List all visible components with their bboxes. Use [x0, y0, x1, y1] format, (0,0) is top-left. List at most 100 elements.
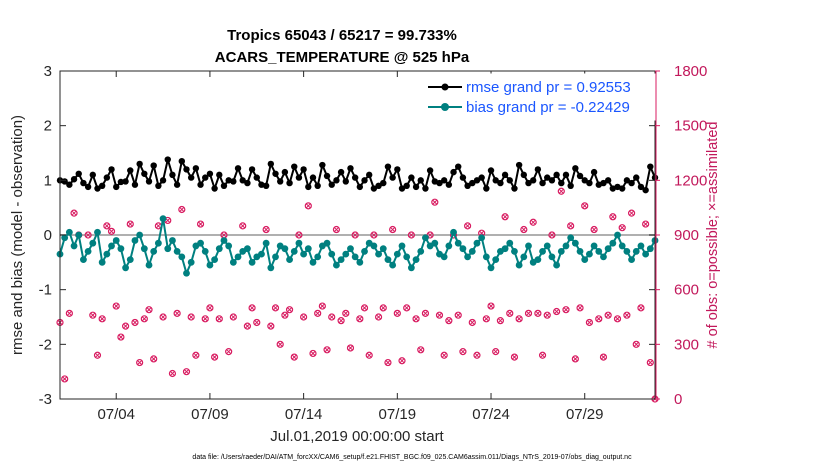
bias-point: [323, 239, 331, 247]
obs-possible-marker: [126, 220, 134, 228]
bias-point: [407, 264, 415, 272]
obs-assimilated-marker: [516, 316, 522, 322]
bias-point: [487, 264, 495, 272]
obs-possible-marker: [412, 315, 420, 323]
y-tick-label: -1: [39, 282, 52, 299]
rmse-point: [84, 183, 92, 191]
bias-point: [543, 242, 551, 250]
obs-assimilated-marker: [268, 323, 274, 329]
obs-assimilated-marker: [521, 226, 527, 233]
rmse-point: [525, 179, 532, 187]
bias-point: [618, 242, 626, 250]
rmse-point: [572, 165, 579, 172]
obs-assimilated-marker: [647, 360, 653, 366]
obs-assimilated-marker: [226, 349, 232, 355]
obs-possible-marker: [243, 322, 252, 330]
rmse-point: [544, 174, 551, 181]
bias-point: [590, 242, 598, 250]
rmse-point: [581, 177, 588, 184]
rmse-point: [426, 167, 434, 174]
obs-possible-marker: [374, 313, 383, 321]
obs-possible-marker: [239, 222, 247, 230]
bias-point: [557, 248, 565, 255]
rmse-point: [586, 179, 593, 187]
obs-possible-marker: [248, 304, 256, 312]
obs-possible-marker: [65, 309, 73, 317]
bias-point: [136, 231, 144, 239]
obs-assimilated-marker: [525, 310, 532, 316]
obs-possible-marker: [360, 304, 369, 312]
obs-possible-marker: [435, 311, 444, 319]
bias-point: [646, 245, 654, 253]
bias-point: [126, 256, 134, 263]
obs-assimilated-marker: [474, 352, 480, 358]
rmse-point: [520, 171, 528, 179]
obs-assimilated-marker: [333, 226, 339, 233]
obs-possible-marker: [229, 313, 237, 321]
rmse-point: [333, 177, 340, 184]
obs-possible-marker: [182, 368, 191, 376]
rmse-point: [633, 174, 640, 181]
bias-point: [108, 242, 115, 250]
rmse-point: [558, 179, 565, 187]
obs-assimilated-marker: [558, 188, 564, 194]
bias-point: [515, 261, 523, 269]
obs-assimilated-marker: [277, 341, 283, 347]
obs-assimilated-marker: [633, 341, 639, 347]
y-right-tick-label: 0: [674, 391, 682, 408]
bias-point: [187, 258, 195, 266]
obs-assimilated-marker: [614, 316, 621, 322]
obs-possible-marker: [581, 202, 589, 210]
obs-assimilated-marker: [427, 232, 433, 238]
obs-possible-marker: [520, 225, 528, 234]
rmse-point: [234, 165, 242, 172]
obs-assimilated-marker: [469, 319, 475, 326]
obs-possible-marker: [290, 353, 298, 361]
obs-possible-marker: [562, 306, 570, 314]
x-tick-label: 07/19: [379, 406, 417, 423]
rmse-point: [619, 185, 626, 192]
obs-possible-marker: [150, 355, 158, 363]
obs-possible-marker: [548, 231, 556, 239]
obs-assimilated-marker: [216, 316, 222, 322]
bias-point: [328, 250, 336, 258]
obs-possible-marker: [356, 315, 364, 323]
bias-point: [70, 242, 78, 250]
obs-possible-marker: [618, 224, 626, 232]
rmse-point: [98, 182, 106, 189]
obs-possible-marker: [487, 302, 495, 310]
bias-point: [520, 253, 528, 261]
rmse-point: [408, 174, 415, 181]
obs-assimilated-marker: [118, 334, 124, 340]
bias-point: [201, 248, 209, 255]
obs-assimilated-marker: [446, 318, 452, 324]
obs-assimilated-marker: [540, 352, 546, 358]
obs-assimilated-marker: [465, 223, 471, 229]
rmse-point: [61, 178, 68, 185]
obs-possible-marker: [482, 315, 490, 323]
bias-point: [398, 242, 406, 250]
bias-point: [225, 242, 233, 250]
y-right-tick-label: 1200: [674, 172, 707, 189]
bias-point: [571, 239, 579, 247]
bias-point: [412, 256, 420, 263]
y-tick-label: -2: [39, 336, 52, 353]
rmse-point: [66, 181, 73, 188]
bias-point: [454, 239, 462, 247]
rmse-point: [511, 185, 518, 192]
bias-point: [215, 245, 223, 253]
bias-point: [140, 245, 148, 253]
y-right-tick-label: 300: [674, 336, 699, 353]
obs-assimilated-marker: [610, 214, 616, 220]
obs-assimilated-marker: [629, 210, 635, 216]
rmse-point: [637, 183, 645, 191]
bias-point: [300, 250, 308, 258]
y-tick-label: 1: [44, 172, 52, 189]
rmse-point: [394, 166, 401, 173]
obs-assimilated-marker: [319, 303, 325, 309]
rmse-point: [553, 171, 560, 179]
legend-box: [422, 73, 656, 121]
obs-possible-marker: [627, 209, 636, 217]
rmse-point: [136, 160, 143, 168]
rmse-point: [113, 183, 120, 191]
